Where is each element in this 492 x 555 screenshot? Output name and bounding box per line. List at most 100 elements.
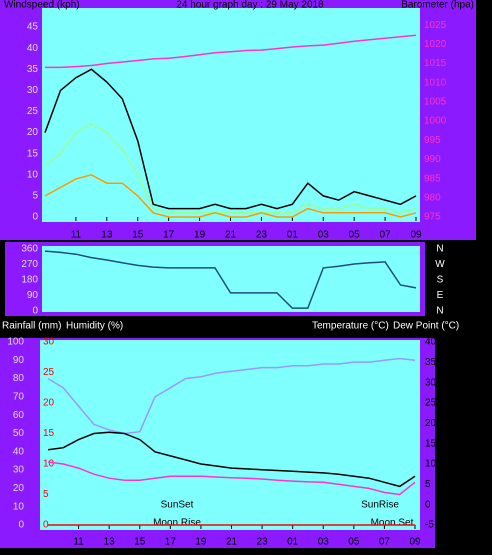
- x-tick-label: 09: [410, 230, 422, 241]
- y-tick-label: 90: [27, 290, 39, 301]
- y-tick-label: 985: [424, 173, 441, 184]
- y-tick-label: 5: [43, 489, 49, 500]
- x-tick-label: 23: [257, 537, 269, 548]
- y-tick-label: 80: [13, 373, 25, 384]
- y-tick-label: 70: [13, 392, 25, 403]
- y-tick-label: 180: [21, 275, 38, 286]
- y-tick-label: 60: [13, 410, 25, 421]
- y-tick-label: 10: [43, 459, 55, 470]
- x-tick-label: 17: [163, 230, 175, 241]
- x-tick-label: 05: [348, 537, 360, 548]
- y-tick-label: 0: [32, 212, 38, 223]
- y-tick-label: 90: [13, 355, 25, 366]
- axis-label: Humidity (%): [66, 321, 123, 332]
- y-tick-label: 0: [32, 306, 38, 317]
- x-tick-label: 09: [409, 537, 421, 548]
- x-tick-label: 07: [379, 537, 391, 548]
- y-tick-label: -5: [425, 520, 434, 531]
- x-tick-label: 01: [287, 230, 299, 241]
- x-tick-label: 11: [73, 537, 84, 548]
- y-tick-label: 25: [43, 367, 55, 378]
- y-tick-label: 25: [425, 398, 437, 409]
- y-tick-label: 35: [27, 64, 39, 75]
- chart-title: 24 hour graph day : 29 May 2018: [176, 0, 324, 11]
- series-line: [44, 68, 417, 210]
- y-tick-label: 30: [43, 337, 55, 348]
- y-tick-label: 45: [27, 22, 39, 33]
- x-tick-label: 01: [287, 537, 299, 548]
- y-tick-label: 0: [18, 520, 24, 531]
- x-tick-label: 19: [194, 230, 206, 241]
- series-line: [47, 431, 416, 488]
- axis-label: Temperature (°C): [312, 321, 389, 332]
- y-tick-label: 1020: [424, 39, 447, 50]
- series-line: [44, 250, 417, 309]
- y-tick-label: 40: [13, 446, 25, 457]
- y-tick-label: 30: [425, 377, 437, 388]
- y-tick-label: 1010: [424, 77, 447, 88]
- y-tick-label: 20: [13, 483, 25, 494]
- y-tick-label: 1000: [424, 116, 447, 127]
- x-tick-label: 21: [226, 537, 238, 548]
- y-tick-label: 20: [27, 127, 39, 138]
- y-tick-label: 20: [425, 418, 437, 429]
- y-tick-label: 1025: [424, 20, 447, 31]
- y-tick-label: S: [437, 275, 444, 286]
- y-tick-label: 5: [32, 191, 38, 202]
- middle-plot: [42, 246, 420, 312]
- y-tick-label: 10: [27, 169, 39, 180]
- x-tick-label: 03: [318, 537, 330, 548]
- y-tick-label: 0: [43, 520, 49, 531]
- y-tick-label: 40: [27, 43, 39, 54]
- axis-label: Dew Point (°C): [393, 321, 459, 332]
- series-line: [47, 357, 416, 435]
- y-tick-label: 1015: [424, 58, 447, 69]
- y-tick-label: 10: [13, 501, 25, 512]
- y-tick-label: 20: [43, 398, 55, 409]
- y-tick-label: 100: [7, 337, 24, 348]
- x-tick-label: 13: [101, 230, 113, 241]
- y-tick-label: 15: [425, 438, 437, 449]
- y-tick-label: 10: [425, 459, 437, 470]
- y-tick-label: 975: [424, 212, 441, 223]
- series-line: [45, 34, 417, 69]
- x-tick-label: 21: [225, 230, 237, 241]
- y-tick-label: 990: [424, 154, 441, 165]
- x-tick-label: 23: [256, 230, 268, 241]
- y-tick-label: 270: [21, 259, 38, 270]
- annotation: Moon Rise: [153, 518, 201, 529]
- y-tick-label: 15: [43, 428, 55, 439]
- x-tick-label: 07: [380, 230, 392, 241]
- x-tick-label: 15: [132, 230, 144, 241]
- axis-label: Barometer (hpa): [401, 0, 474, 11]
- y-tick-label: 50: [13, 428, 25, 439]
- y-tick-label: 360: [21, 244, 38, 255]
- series-line: [47, 461, 416, 496]
- y-tick-label: N: [436, 306, 443, 317]
- y-tick-label: 995: [424, 135, 441, 146]
- axis-label: Rainfall (mm): [2, 321, 61, 332]
- y-tick-label: 30: [13, 465, 25, 476]
- y-tick-label: 40: [425, 337, 437, 348]
- x-tick-label: 19: [195, 537, 207, 548]
- y-tick-label: 30: [27, 85, 39, 96]
- y-tick-label: 1005: [424, 97, 447, 108]
- y-tick-label: 15: [27, 148, 39, 159]
- x-tick-label: 03: [318, 230, 330, 241]
- x-tick-label: 11: [71, 230, 82, 241]
- x-tick-label: 17: [165, 537, 177, 548]
- annotation: SunSet: [161, 500, 194, 511]
- x-tick-label: 15: [134, 537, 146, 548]
- series-line: [44, 173, 417, 218]
- y-tick-label: 25: [27, 106, 39, 117]
- axis-label: Windspeed (kph): [4, 0, 80, 11]
- y-tick-label: 5: [425, 479, 431, 490]
- y-tick-label: N: [436, 244, 443, 255]
- y-tick-label: E: [437, 290, 444, 301]
- x-tick-label: 05: [349, 230, 361, 241]
- top-plot: [42, 8, 420, 222]
- series-line: [44, 123, 417, 214]
- annotation: Moon Set: [371, 518, 414, 529]
- y-tick-label: 980: [424, 192, 441, 203]
